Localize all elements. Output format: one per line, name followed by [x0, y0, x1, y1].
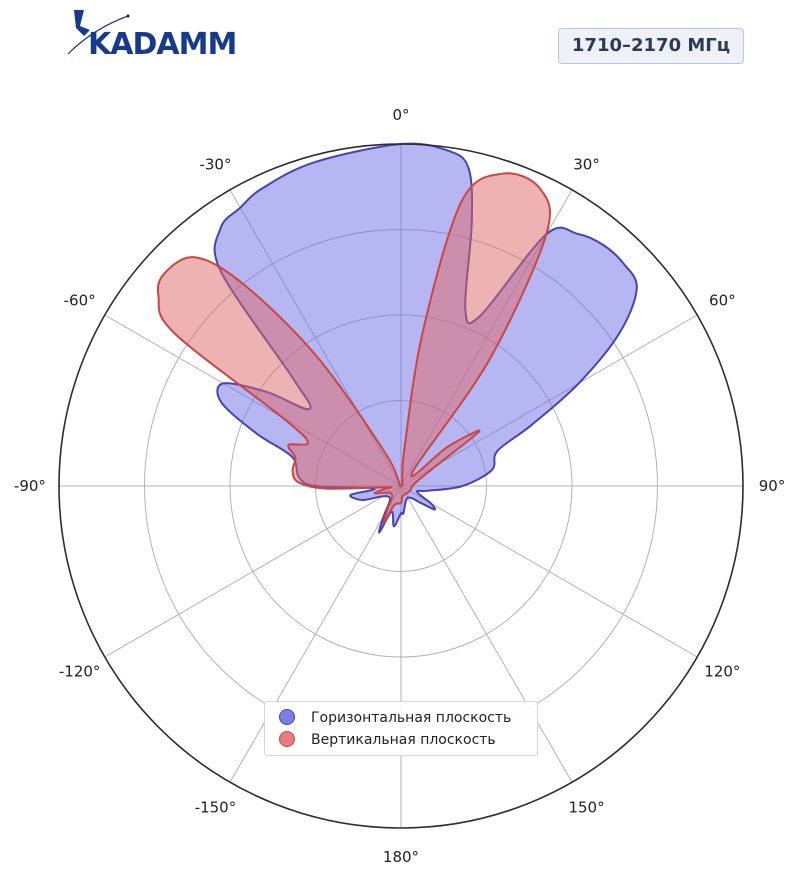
theta-tick-label: 0° [392, 106, 409, 124]
grid-spoke [104, 485, 402, 658]
legend-swatch-vertical [279, 731, 295, 747]
legend-label-vertical: Вертикальная плоскость [311, 732, 496, 748]
legend-item-horizontal[interactable]: Горизонтальная плоскость [279, 708, 511, 728]
logo-swoosh [67, 15, 129, 55]
grid-spoke [400, 485, 698, 658]
theta-tick-label: 30° [573, 156, 600, 174]
grid-spoke [229, 485, 402, 783]
theta-tick-label: 120° [704, 663, 740, 681]
frequency-badge: 1710–2170 МГц [558, 28, 744, 64]
legend-item-vertical[interactable]: Вертикальная плоскость [279, 730, 496, 750]
kadamm-logo: KADAMM [66, 6, 266, 62]
legend: Горизонтальная плоскость Вертикальная пл… [264, 701, 538, 756]
theta-tick-label: -120° [59, 663, 101, 681]
theta-tick-label: -90° [14, 477, 46, 495]
theta-tick-label: -150° [195, 798, 237, 816]
theta-tick-labels: 0° 30° 60° 90° 120° 150° 180° -150° -120° -90° -60… [14, 106, 785, 866]
legend-swatch-horizontal [279, 709, 295, 725]
theta-tick-label: 180° [383, 848, 419, 866]
theta-tick-label: -60° [64, 291, 96, 309]
outer-ring [58, 143, 744, 829]
grid-spoke [400, 485, 573, 783]
logo-text: KADAMM [88, 27, 236, 62]
theta-tick-label: -30° [199, 156, 231, 174]
logo-mark [74, 10, 90, 36]
series-vertical-plane [156, 172, 551, 525]
theta-tick-label: 150° [568, 798, 604, 816]
theta-tick-label: 60° [709, 291, 736, 309]
legend-label-horizontal: Горизонтальная плоскость [311, 710, 512, 726]
theta-tick-label: 90° [759, 477, 786, 495]
